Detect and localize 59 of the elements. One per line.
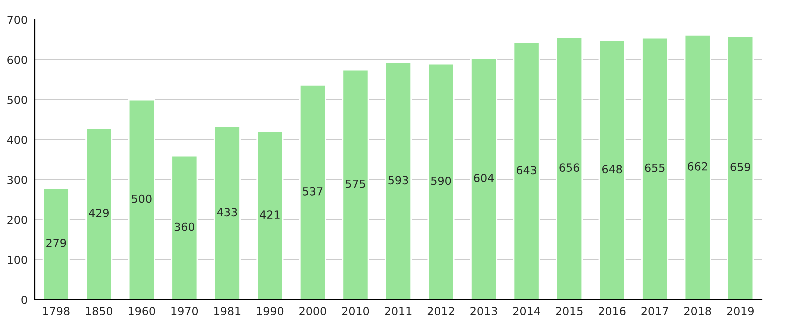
bar: [42, 188, 70, 300]
x-tick-label: 2010: [342, 307, 370, 316]
data-label: 648: [602, 165, 622, 174]
x-tick-label: 2014: [513, 307, 540, 316]
data-label: 659: [730, 163, 750, 172]
data-label: 575: [346, 180, 366, 188]
x-tick-label: 1960: [128, 307, 156, 316]
data-label: 643: [516, 166, 537, 175]
x-tick-label: 2016: [599, 307, 626, 316]
bar: [384, 62, 412, 300]
data-label: 593: [388, 176, 408, 185]
y-tick-label: 0: [22, 296, 28, 304]
x-tick-label: 2017: [642, 307, 668, 316]
y-tick-label: 400: [7, 136, 28, 144]
bar: [513, 42, 540, 300]
y-tick-label: 500: [8, 96, 28, 104]
data-label: 433: [217, 208, 238, 217]
data-label: 604: [474, 174, 494, 182]
bar: [727, 36, 754, 300]
bar: [214, 126, 241, 300]
bar: [171, 155, 198, 300]
y-tick-label: 200: [8, 216, 28, 224]
x-tick-label: 2019: [727, 307, 754, 316]
x-tick-label: 1981: [214, 307, 241, 316]
bar: [128, 99, 156, 300]
bar: [299, 84, 326, 300]
data-label: 500: [132, 194, 152, 204]
data-label: 279: [46, 239, 66, 248]
data-label: 429: [89, 209, 109, 218]
x-tick-label: 2012: [428, 307, 454, 316]
x-tick-label: 1850: [86, 307, 113, 316]
y-tick-label: 600: [8, 56, 28, 64]
x-tick-label: 2013: [470, 307, 498, 316]
x-tick-label: 1798: [43, 307, 70, 316]
x-tick-label: 2000: [300, 307, 326, 316]
y-tick-label: 700: [8, 16, 28, 24]
data-label: 590: [432, 176, 452, 186]
data-label: 655: [645, 164, 665, 172]
bar: [342, 69, 370, 300]
bar: [86, 128, 113, 300]
y-tick-label: 100: [8, 256, 28, 264]
bar: [256, 130, 284, 300]
x-tick-label: 2011: [385, 307, 412, 316]
data-label: 662: [688, 162, 708, 171]
bar: [684, 34, 712, 300]
data-label: 421: [260, 210, 280, 219]
x-tick-label: 1970: [172, 307, 198, 316]
data-label: 537: [303, 187, 323, 196]
bar: [598, 40, 626, 300]
bar: [470, 58, 498, 300]
bar: [556, 36, 584, 300]
data-label: 656: [560, 164, 580, 172]
y-tick-label: 300: [8, 176, 28, 184]
x-tick-label: 2018: [684, 307, 712, 316]
data-label: 360: [174, 222, 195, 232]
x-tick-label: 1990: [257, 307, 284, 316]
bar: [428, 63, 455, 300]
bar: [642, 37, 669, 300]
x-tick-label: 2015: [556, 307, 583, 316]
